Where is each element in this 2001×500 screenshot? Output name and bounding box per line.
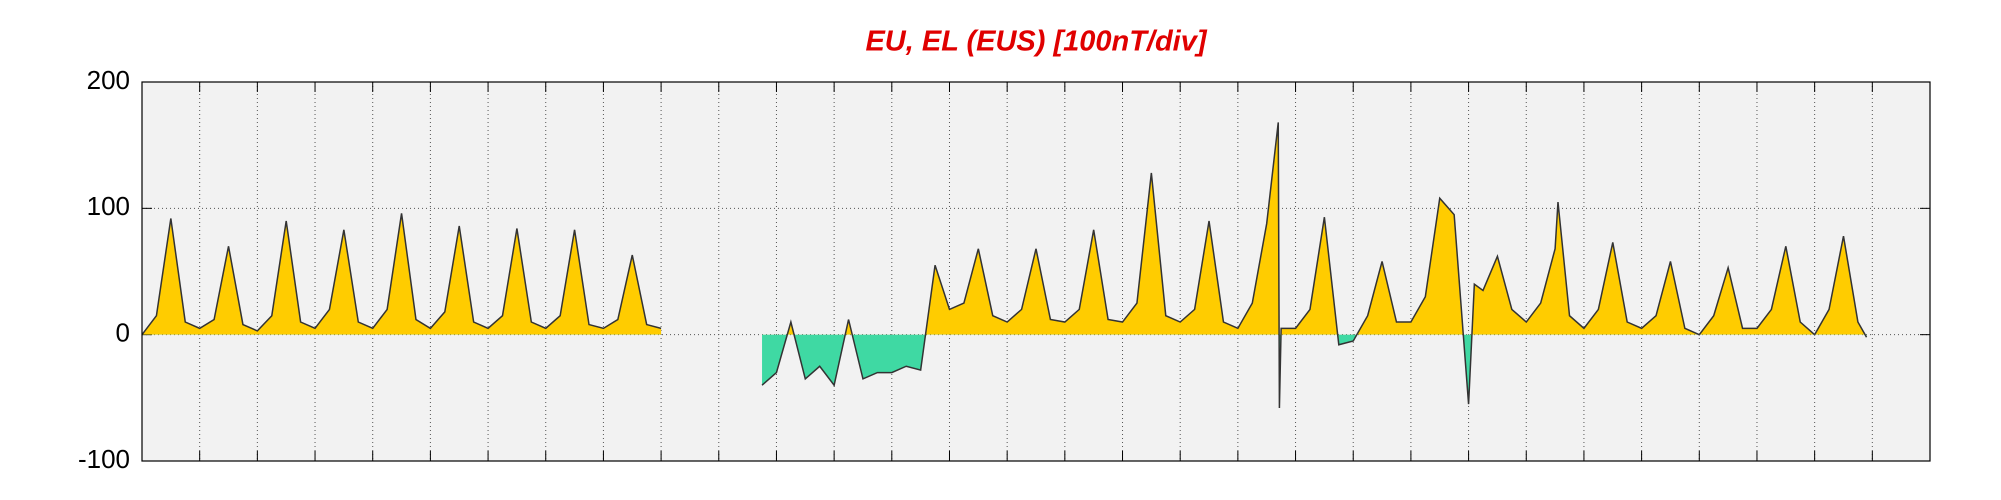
- area-negative: [762, 334, 1867, 408]
- data-line: [761, 122, 1868, 408]
- y-tick-label: -100: [78, 444, 130, 474]
- area-positive: [142, 213, 662, 335]
- y-tick-label: 100: [87, 191, 130, 221]
- y-tick-label: 200: [87, 65, 130, 95]
- data-line: [141, 213, 662, 336]
- area-positive: [787, 122, 1866, 335]
- plot-frame: [141, 81, 1931, 462]
- y-tick-label: 0: [116, 318, 130, 348]
- chart-title: EU, EL (EUS) [100nT/div]: [865, 26, 1207, 58]
